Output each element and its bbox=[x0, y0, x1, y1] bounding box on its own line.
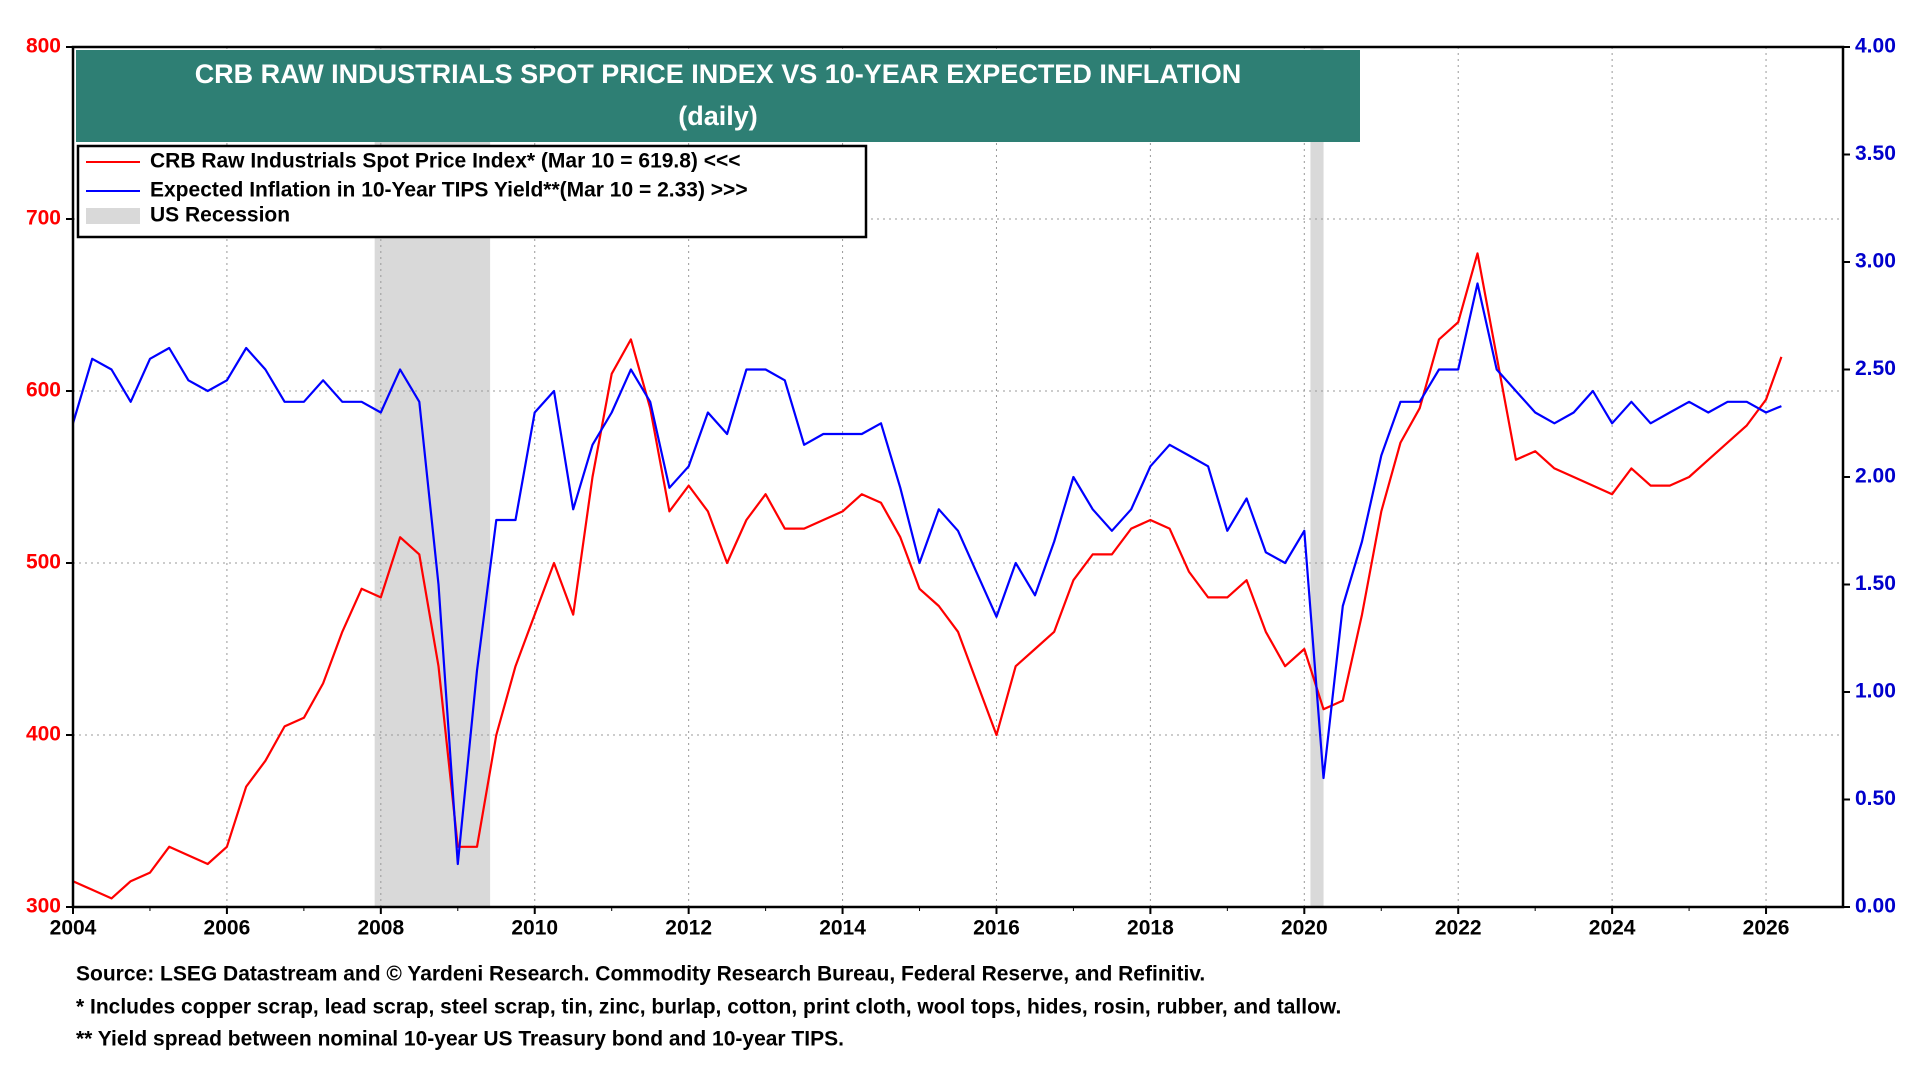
x-tick-label: 2010 bbox=[511, 917, 558, 940]
recession-band bbox=[1310, 47, 1324, 907]
x-tick-label: 2026 bbox=[1743, 917, 1790, 940]
x-tick-label: 2012 bbox=[665, 917, 712, 940]
footnote: ** Yield spread between nominal 10-year … bbox=[76, 1028, 844, 1051]
legend-box bbox=[76, 144, 868, 239]
chart-subtitle: (daily) bbox=[678, 101, 758, 131]
legend-label: CRB Raw Industrials Spot Price Index* (M… bbox=[150, 150, 741, 173]
y-tick-label: 700 bbox=[26, 207, 61, 230]
x-tick-label: 2006 bbox=[204, 917, 251, 940]
x-tick-label: 2024 bbox=[1589, 917, 1636, 940]
y2-tick-label: 2.00 bbox=[1855, 465, 1896, 488]
title-box bbox=[76, 50, 1360, 142]
y2-tick-label: 0.50 bbox=[1855, 787, 1896, 810]
y-tick-label: 400 bbox=[26, 723, 61, 746]
chart-title: CRB RAW INDUSTRIALS SPOT PRICE INDEX VS … bbox=[195, 59, 1242, 89]
y2-tick-label: 3.50 bbox=[1855, 142, 1896, 165]
x-tick-label: 2014 bbox=[819, 917, 866, 940]
series-line bbox=[71, 282, 1782, 866]
x-tick-label: 2008 bbox=[357, 917, 404, 940]
footnote: Source: LSEG Datastream and © Yardeni Re… bbox=[76, 963, 1205, 986]
y-tick-label: 300 bbox=[26, 895, 61, 918]
x-tick-label: 2018 bbox=[1127, 917, 1174, 940]
legend-label: Expected Inflation in 10-Year TIPS Yield… bbox=[150, 179, 748, 202]
footnote: * Includes copper scrap, lead scrap, ste… bbox=[76, 996, 1341, 1019]
y2-tick-label: 4.00 bbox=[1855, 35, 1896, 58]
x-tick-label: 2004 bbox=[50, 917, 97, 940]
x-tick-label: 2016 bbox=[973, 917, 1020, 940]
y2-tick-label: 3.00 bbox=[1855, 250, 1896, 273]
legend-label: US Recession bbox=[150, 204, 290, 227]
legend-swatch bbox=[86, 208, 140, 224]
y-tick-label: 500 bbox=[26, 551, 61, 574]
y-tick-label: 600 bbox=[26, 379, 61, 402]
y2-tick-label: 0.00 bbox=[1855, 895, 1896, 918]
series-line bbox=[72, 252, 1783, 900]
y2-tick-label: 1.00 bbox=[1855, 680, 1896, 703]
x-tick-label: 2022 bbox=[1435, 917, 1482, 940]
y2-tick-label: 1.50 bbox=[1855, 572, 1896, 595]
plot-frame bbox=[71, 45, 1845, 909]
x-tick-label: 2020 bbox=[1281, 917, 1328, 940]
y-tick-label: 800 bbox=[26, 35, 61, 58]
y2-tick-label: 2.50 bbox=[1855, 357, 1896, 380]
